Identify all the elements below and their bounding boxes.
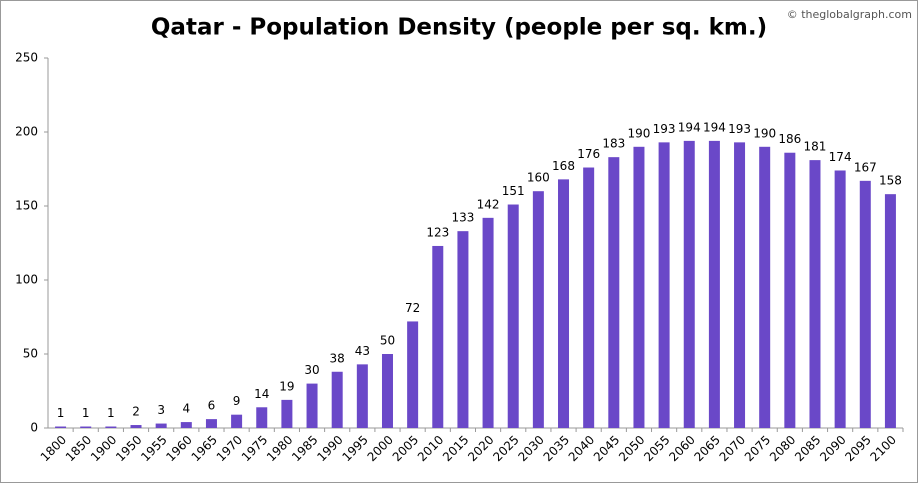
bar xyxy=(507,204,519,428)
bar xyxy=(180,422,192,428)
bar xyxy=(205,419,217,428)
data-label: 168 xyxy=(552,159,575,173)
bar xyxy=(708,140,720,428)
data-label: 9 xyxy=(233,394,241,408)
bar xyxy=(331,371,343,428)
data-label: 14 xyxy=(254,387,269,401)
data-label: 174 xyxy=(829,150,852,164)
y-tick-label: 100 xyxy=(15,273,38,287)
bar xyxy=(457,231,469,428)
bar xyxy=(482,217,494,428)
bar xyxy=(683,140,695,428)
data-label: 6 xyxy=(208,399,216,413)
data-label: 3 xyxy=(157,403,165,417)
data-label: 190 xyxy=(753,126,776,140)
data-label: 167 xyxy=(854,160,877,174)
data-label: 1 xyxy=(107,406,115,420)
data-label: 1 xyxy=(57,406,65,420)
data-label: 190 xyxy=(628,126,651,140)
data-label: 158 xyxy=(879,174,902,188)
bar xyxy=(759,146,771,429)
bar xyxy=(784,152,796,428)
bar xyxy=(734,142,746,429)
bar xyxy=(583,167,595,428)
bar xyxy=(281,399,293,428)
data-label: 50 xyxy=(380,334,395,348)
data-label: 30 xyxy=(304,363,319,377)
data-label: 19 xyxy=(279,379,294,393)
bar xyxy=(608,157,620,428)
data-label: 2 xyxy=(132,405,140,419)
bar xyxy=(809,160,821,428)
data-label: 176 xyxy=(577,147,600,161)
data-label: 194 xyxy=(678,120,701,134)
data-label: 72 xyxy=(405,301,420,315)
bar xyxy=(231,414,243,428)
bar xyxy=(155,423,167,428)
bar xyxy=(105,426,117,428)
bar xyxy=(130,425,142,428)
data-label: 183 xyxy=(602,137,625,151)
bar xyxy=(884,194,896,428)
y-tick-label: 200 xyxy=(15,125,38,139)
data-label: 133 xyxy=(451,211,474,225)
data-label: 181 xyxy=(804,140,827,154)
bar xyxy=(558,179,570,428)
bar xyxy=(356,364,368,428)
bar xyxy=(80,426,92,428)
y-tick-label: 250 xyxy=(15,51,38,65)
data-label: 194 xyxy=(703,120,726,134)
bar xyxy=(834,170,846,429)
bar xyxy=(532,191,544,428)
bar xyxy=(306,383,318,428)
y-tick-label: 0 xyxy=(30,421,38,435)
data-label: 160 xyxy=(527,171,550,185)
bar xyxy=(381,354,393,428)
bar xyxy=(407,321,419,428)
data-label: 186 xyxy=(778,132,801,146)
data-label: 38 xyxy=(330,351,345,365)
bar xyxy=(256,407,268,428)
data-label: 1 xyxy=(82,406,90,420)
data-label: 193 xyxy=(653,122,676,136)
bar xyxy=(658,142,670,429)
bar xyxy=(55,426,67,428)
chart-title: Qatar - Population Density (people per s… xyxy=(151,15,767,41)
data-label: 43 xyxy=(355,344,370,358)
watermark: © theglobalgraph.com xyxy=(787,8,912,21)
data-label: 151 xyxy=(502,184,525,198)
bar xyxy=(859,180,871,428)
bar xyxy=(633,146,645,429)
y-tick-label: 50 xyxy=(23,347,38,361)
data-label: 123 xyxy=(426,225,449,239)
data-label: 142 xyxy=(477,197,500,211)
bar xyxy=(432,245,444,428)
data-label: 4 xyxy=(182,402,190,416)
y-tick-label: 150 xyxy=(15,199,38,213)
data-label: 193 xyxy=(728,122,751,136)
